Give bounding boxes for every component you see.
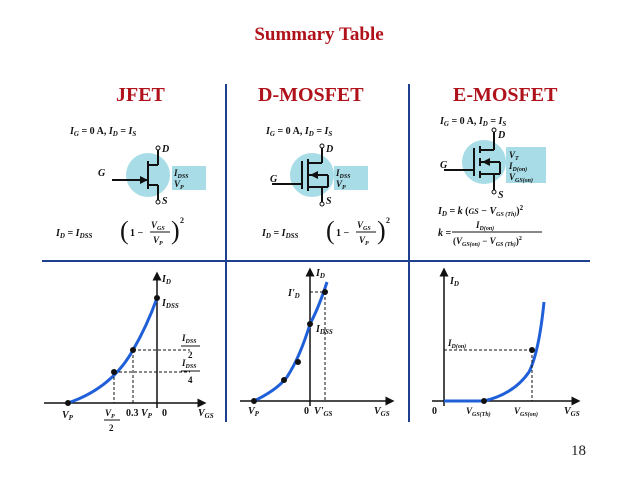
column-divider-left bbox=[225, 84, 227, 422]
dmosfet-enh-point bbox=[322, 289, 328, 295]
dmosfet-point-1 bbox=[281, 377, 287, 383]
dmosfet-heading: D-MOSFET bbox=[258, 84, 364, 106]
svg-text:(: ( bbox=[120, 216, 129, 245]
svg-text:1 −: 1 − bbox=[130, 228, 144, 239]
emosfet-idon-label: ID(on) bbox=[447, 338, 466, 350]
emosfet-param-vt: VT bbox=[509, 150, 519, 162]
dmosfet-transfer-curve bbox=[253, 281, 329, 403]
svg-text:(: ( bbox=[326, 216, 335, 245]
jfet-vp-half-label: VP bbox=[105, 408, 115, 420]
jfet-gate-arrow bbox=[140, 176, 148, 184]
jfet-device-panel: IG = 0 A, ID = IS D S G IDSS VP ID = IDS… bbox=[55, 126, 206, 247]
svg-text:VP: VP bbox=[359, 235, 369, 247]
dmosfet-transfer-graph: ID I'D IDSS VP 0 V'GS VGS bbox=[240, 267, 395, 418]
emosfet-threshold-point bbox=[481, 398, 487, 404]
jfet-heading: JFET bbox=[116, 84, 165, 106]
svg-text:2: 2 bbox=[180, 216, 184, 225]
jfet-idss-point bbox=[154, 295, 160, 301]
emosfet-on-point bbox=[529, 347, 535, 353]
jfet-transfer-graph: ID IDSS IDSS 2 IDSS 4 VP VP 2 0.3 VP 0 V… bbox=[44, 271, 214, 433]
dmosfet-drain-label: D bbox=[325, 144, 333, 155]
emosfet-x-axis-label: VGS bbox=[564, 406, 580, 418]
emosfet-k-denominator: (VGS(on) − VGS (Th))2 bbox=[453, 236, 522, 248]
dmosfet-param-vp: VP bbox=[336, 179, 346, 191]
dmosfet-vp-label: VP bbox=[248, 406, 260, 418]
jfet-source-label: S bbox=[162, 196, 168, 207]
jfet-param-vp: VP bbox=[174, 179, 184, 191]
emosfet-k-numerator: ID(on) bbox=[475, 220, 494, 232]
jfet-03vp-label: 0.3 VP bbox=[126, 408, 153, 420]
emosfet-source-label: S bbox=[498, 190, 504, 201]
emosfet-device-panel: IG = 0 A, ID = IS D S G VT ID(on) VGS(on… bbox=[437, 116, 546, 248]
dmosfet-condition: IG = 0 A, ID = IS bbox=[265, 126, 332, 138]
jfet-equation: ID = IDSS bbox=[55, 228, 93, 240]
dmosfet-substrate-arrow bbox=[310, 171, 318, 179]
dmosfet-origin-label: 0 bbox=[304, 406, 309, 417]
jfet-condition: IG = 0 A, ID = IS bbox=[69, 126, 136, 138]
dmosfet-vp-point bbox=[251, 398, 257, 404]
emosfet-condition: IG = 0 A, ID = IS bbox=[439, 116, 506, 128]
jfet-vp-point bbox=[65, 400, 71, 406]
svg-text:VGS: VGS bbox=[151, 220, 165, 232]
emosfet-y-axis-label: ID bbox=[449, 276, 459, 288]
jfet-y-axis-label: ID bbox=[161, 274, 171, 286]
emosfet-heading: E-MOSFET bbox=[453, 84, 558, 106]
svg-text:2: 2 bbox=[188, 350, 193, 360]
svg-text:4: 4 bbox=[188, 375, 193, 385]
svg-text:): ) bbox=[171, 216, 180, 245]
svg-text:2: 2 bbox=[386, 216, 390, 225]
dmosfet-gate-label: G bbox=[270, 174, 278, 185]
row-divider bbox=[42, 260, 590, 262]
dmosfet-source-label: S bbox=[326, 196, 332, 207]
slide-number: 18 bbox=[571, 443, 586, 459]
jfet-idss-half-label: IDSS bbox=[181, 333, 197, 345]
jfet-idss-label: IDSS bbox=[161, 298, 179, 310]
emosfet-transfer-curve bbox=[483, 301, 546, 403]
jfet-param-box bbox=[172, 166, 206, 190]
emosfet-origin-label: 0 bbox=[432, 406, 437, 417]
dmosfet-id-prime-label: I'D bbox=[287, 288, 300, 300]
emosfet-equation: ID = k (GS − VGS (Th))2 bbox=[437, 204, 524, 218]
svg-text:VP: VP bbox=[153, 235, 163, 247]
emosfet-k-equation: k = bbox=[438, 228, 452, 239]
dmosfet-x-axis-label: VGS bbox=[374, 406, 390, 418]
dmosfet-idss-label: IDSS bbox=[315, 324, 333, 336]
dmosfet-point-2 bbox=[295, 359, 301, 365]
svg-text:): ) bbox=[377, 216, 386, 245]
emosfet-transfer-graph: ID ID(on) 0 VGS(Th) VGS(on) VGS bbox=[432, 267, 581, 418]
jfet-x-axis-label: VGS bbox=[198, 408, 214, 420]
emosfet-vgsth-label: VGS(Th) bbox=[466, 406, 491, 418]
dmosfet-y-axis-label: ID bbox=[315, 268, 325, 280]
emosfet-symbol bbox=[444, 132, 501, 190]
dmosfet-vgs-prime-label: V'GS bbox=[314, 406, 333, 418]
jfet-vp-label: VP bbox=[62, 410, 74, 422]
jfet-quarter-point bbox=[111, 369, 117, 375]
dmosfet-idss-point bbox=[307, 321, 313, 327]
svg-text:1 −: 1 − bbox=[336, 228, 350, 239]
emosfet-substrate-arrow bbox=[482, 158, 490, 166]
dmosfet-param-box bbox=[334, 166, 368, 190]
dmosfet-equation: ID = IDSS bbox=[261, 228, 299, 240]
column-divider-right bbox=[408, 84, 410, 422]
emosfet-param-box bbox=[506, 147, 546, 183]
jfet-origin-label: 0 bbox=[162, 408, 167, 419]
emosfet-drain-label: D bbox=[497, 130, 505, 141]
dmosfet-symbol bbox=[272, 148, 329, 202]
emosfet-gate-label: G bbox=[440, 160, 448, 171]
jfet-drain-label: D bbox=[161, 144, 169, 155]
page-title: Summary Table bbox=[254, 24, 384, 45]
dmosfet-device-panel: IG = 0 A, ID = IS D S G IDSS VP ID = IDS… bbox=[261, 126, 390, 247]
svg-text:2: 2 bbox=[109, 423, 114, 433]
emosfet-vgson-label: VGS(on) bbox=[514, 406, 538, 418]
svg-text:VGS: VGS bbox=[357, 220, 371, 232]
jfet-gate-label: G bbox=[98, 168, 106, 179]
jfet-half-point bbox=[130, 347, 136, 353]
